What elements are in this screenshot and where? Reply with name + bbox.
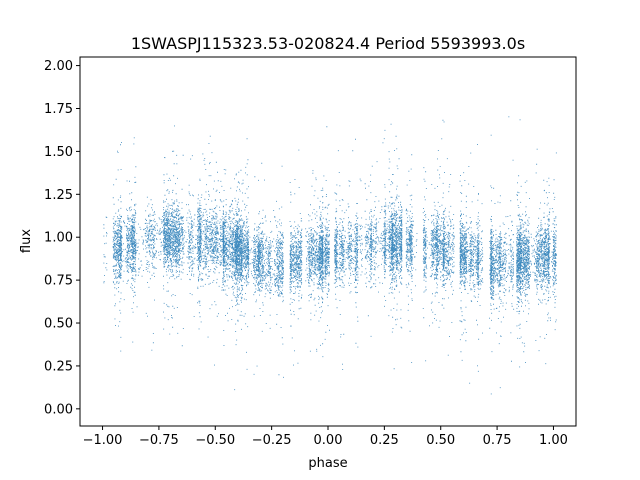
x-tick-label: −1.00 <box>83 433 123 448</box>
y-tick-label: 0.00 <box>44 402 73 417</box>
data-points <box>103 116 557 395</box>
x-tick-label: 0.00 <box>314 433 343 448</box>
y-tick-label: 0.25 <box>44 359 73 374</box>
y-axis: 0.00 0.25 0.50 0.75 1.00 1.25 1.50 1.75 2.00 <box>44 59 80 417</box>
scatter-points <box>103 116 557 395</box>
y-tick-label: 1.50 <box>44 145 73 160</box>
x-tick-label: −0.75 <box>139 433 179 448</box>
y-tick-label: 2.00 <box>44 59 73 74</box>
x-tick-label: 0.50 <box>426 433 455 448</box>
x-tick-label: 0.75 <box>483 433 512 448</box>
y-tick-label: 0.75 <box>44 274 73 289</box>
x-axis: −1.00 −0.75 −0.50 −0.25 0.00 0.25 0.50 0.75 1.00 <box>83 426 568 448</box>
x-tick-label: −0.25 <box>252 433 292 448</box>
x-tick-label: 0.25 <box>370 433 399 448</box>
y-tick-label: 1.75 <box>44 102 73 117</box>
chart-title: 1SWASPJ115323.53-020824.4 Period 5593993… <box>131 34 525 53</box>
y-tick-label: 1.25 <box>44 188 73 203</box>
x-axis-label: phase <box>308 456 347 471</box>
x-tick-label: −0.50 <box>195 433 235 448</box>
y-tick-label: 1.00 <box>44 231 73 246</box>
y-tick-label: 0.50 <box>44 317 73 332</box>
x-tick-label: 1.00 <box>539 433 568 448</box>
y-axis-label: flux <box>19 229 34 253</box>
